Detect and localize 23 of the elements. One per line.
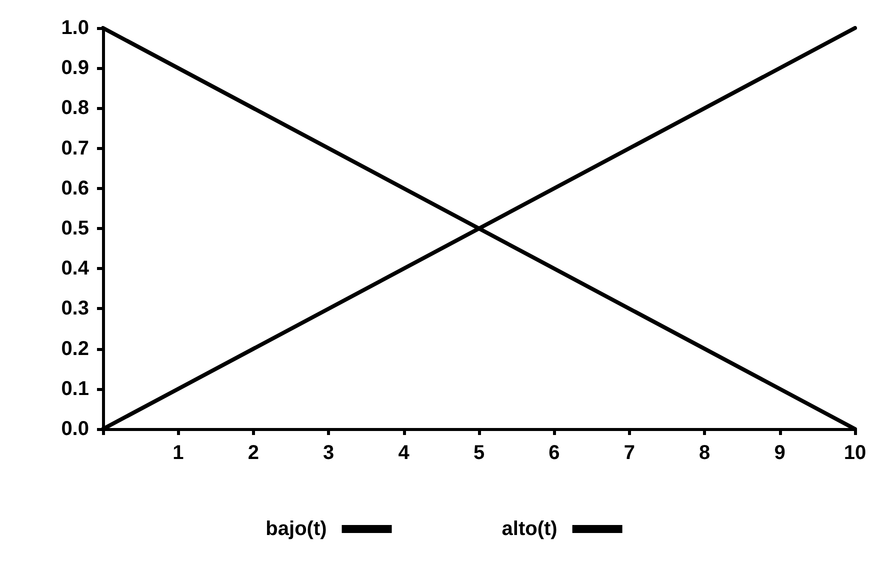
y-tick-label: 0.9 bbox=[61, 57, 89, 80]
y-tick-label: 0.2 bbox=[61, 338, 89, 360]
x-tick-label: 6 bbox=[548, 442, 560, 464]
legend-label: alto(t) bbox=[502, 518, 558, 540]
y-tick-label: 0.6 bbox=[61, 177, 89, 200]
x-tick-label: 7 bbox=[624, 442, 635, 464]
x-tick-label: 9 bbox=[774, 442, 786, 464]
x-tick-label: 2 bbox=[248, 442, 259, 464]
y-tick-label: 1.0 bbox=[61, 17, 89, 39]
y-tick-label: 0.1 bbox=[61, 378, 89, 400]
y-tick-label: 0.7 bbox=[61, 137, 89, 160]
x-tick-label: 8 bbox=[699, 442, 710, 464]
y-tick-label: 0.4 bbox=[61, 258, 90, 280]
x-tick-label: 5 bbox=[473, 442, 485, 464]
y-tick-label: 0.0 bbox=[61, 418, 89, 440]
x-tick-label: 4 bbox=[398, 442, 410, 464]
y-tick-label: 0.3 bbox=[61, 298, 89, 320]
y-tick-label: 0.8 bbox=[61, 97, 89, 120]
x-tick-label: 3 bbox=[323, 442, 334, 464]
x-tick-label: 10 bbox=[844, 442, 866, 464]
legend-label: bajo(t) bbox=[266, 518, 327, 540]
x-tick-label: 1 bbox=[172, 442, 184, 464]
y-tick-label: 0.5 bbox=[61, 218, 89, 240]
